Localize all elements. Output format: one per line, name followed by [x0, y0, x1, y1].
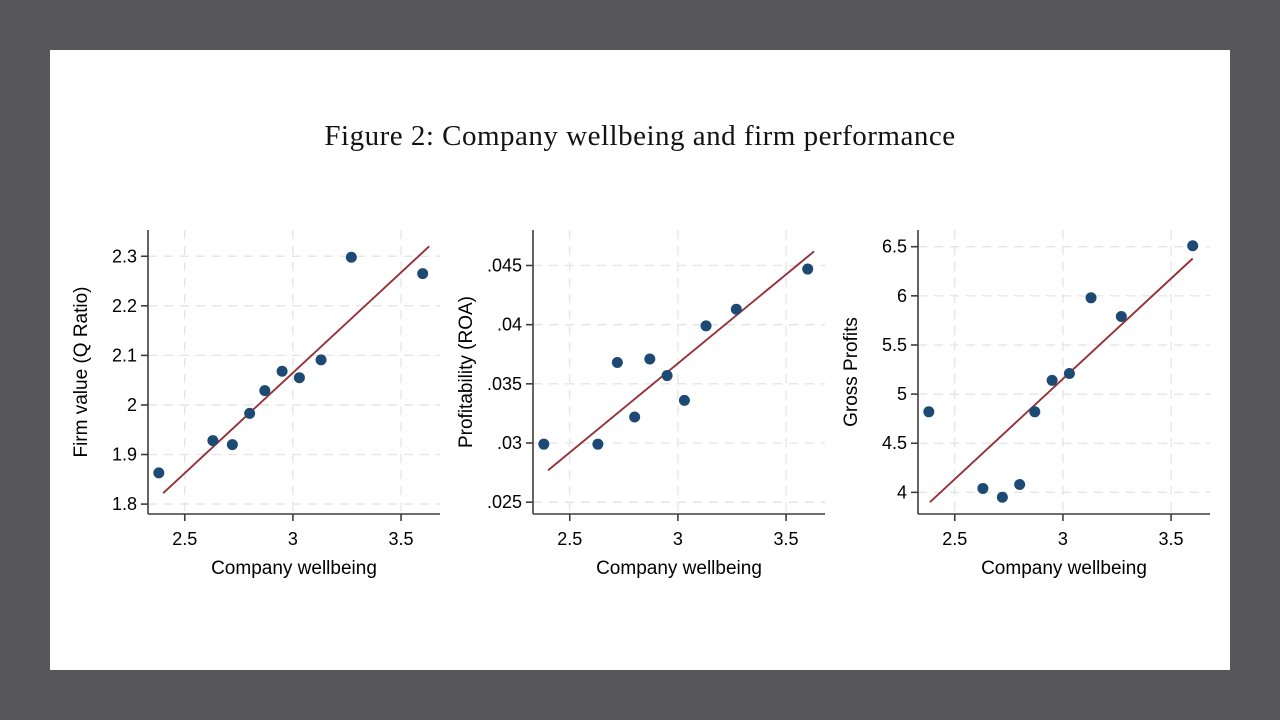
- y-tick-label: .045: [487, 256, 522, 276]
- data-point: [293, 372, 305, 384]
- fit-line: [929, 257, 1194, 503]
- data-point: [661, 370, 673, 382]
- data-point: [1063, 367, 1075, 379]
- y-tick-label: 6: [897, 286, 907, 306]
- data-point: [678, 394, 690, 406]
- data-point: [1014, 479, 1026, 491]
- data-point: [315, 354, 327, 366]
- data-point: [244, 407, 256, 419]
- y-tick-label: 1.8: [112, 494, 137, 514]
- x-tick-label: 2.5: [942, 529, 967, 549]
- y-tick-label: 6.5: [882, 237, 907, 257]
- y-tick-label: 5: [897, 384, 907, 404]
- y-tick-label: 5.5: [882, 335, 907, 355]
- y-tick-label: 2.2: [112, 296, 137, 316]
- y-axis-title: Profitability (ROA): [456, 296, 477, 448]
- data-point: [1187, 240, 1199, 252]
- data-point: [259, 385, 271, 397]
- data-point: [730, 303, 742, 315]
- data-point: [977, 482, 989, 494]
- chart-panel-gross-profits: 4 4.5 5 5.5 6 6.5 2.5 3 3.5 Company wellbeing Gros…: [838, 216, 1218, 588]
- data-point: [996, 491, 1008, 503]
- x-tick-label: 2.5: [172, 529, 197, 549]
- x-axis-title: Company wellbeing: [211, 558, 377, 579]
- data-point: [1085, 292, 1097, 304]
- data-point: [153, 467, 165, 479]
- fit-line: [547, 250, 815, 471]
- y-axis-title: Firm value (Q Ratio): [71, 286, 92, 457]
- data-point: [700, 320, 712, 332]
- y-tick-label: 4: [897, 482, 907, 502]
- data-point: [629, 411, 641, 423]
- slide: Figure 2: Company wellbeing and firm per…: [50, 50, 1230, 670]
- figure-title: Figure 2: Company wellbeing and firm per…: [324, 120, 956, 152]
- data-point: [1046, 374, 1058, 386]
- data-point: [644, 353, 656, 365]
- y-tick-label: .04: [497, 315, 522, 335]
- x-axis-title: Company wellbeing: [981, 558, 1147, 579]
- y-tick-label: 4.5: [882, 433, 907, 453]
- data-point: [802, 263, 814, 275]
- x-tick-label: 3: [1058, 529, 1068, 549]
- data-point: [611, 357, 623, 369]
- y-tick-label: 2.3: [112, 246, 137, 266]
- data-point: [592, 438, 604, 450]
- y-tick-label: .03: [497, 433, 522, 453]
- data-point: [1029, 406, 1041, 418]
- data-point: [276, 365, 288, 377]
- data-point: [538, 438, 550, 450]
- x-axis-title: Company wellbeing: [596, 558, 762, 579]
- data-point: [226, 439, 238, 451]
- x-tick-label: 3: [673, 529, 683, 549]
- x-tick-label: 3.5: [1159, 529, 1184, 549]
- chart-panel-profitability: .025 .03 .035 .04 .045 2.5 3 3.5 Company wellbei…: [453, 216, 833, 588]
- x-tick-label: 3.5: [389, 529, 414, 549]
- x-tick-label: 3: [288, 529, 298, 549]
- data-point: [207, 435, 219, 447]
- data-point: [345, 251, 357, 263]
- y-axis-title: Gross Profits: [841, 317, 862, 427]
- gross-profits-scatter-chart: 4 4.5 5 5.5 6 6.5 2.5 3 3.5 Company wellbeing Gros…: [841, 230, 1210, 579]
- data-point: [923, 406, 935, 418]
- fit-line: [162, 245, 430, 494]
- data-point: [417, 268, 429, 280]
- firm-value-scatter-chart: 1.8 1.9 2 2.1 2.2 2.3 2.5 3 3.5 Company wellbeing…: [71, 230, 440, 579]
- x-tick-label: 2.5: [557, 529, 582, 549]
- profitability-scatter-chart: .025 .03 .035 .04 .045 2.5 3 3.5 Company wellbei…: [456, 230, 825, 579]
- data-point: [1115, 310, 1127, 322]
- y-tick-label: 2: [127, 395, 137, 415]
- y-tick-label: 1.9: [112, 445, 137, 465]
- x-tick-label: 3.5: [774, 529, 799, 549]
- y-tick-label: 2.1: [112, 345, 137, 365]
- y-tick-label: .035: [487, 374, 522, 394]
- y-tick-label: .025: [487, 492, 522, 512]
- chart-panel-firm-value: 1.8 1.9 2 2.1 2.2 2.3 2.5 3 3.5 Company wellbeing…: [68, 216, 448, 588]
- charts-row: 1.8 1.9 2 2.1 2.2 2.3 2.5 3 3.5 Company wellbeing…: [68, 216, 1218, 588]
